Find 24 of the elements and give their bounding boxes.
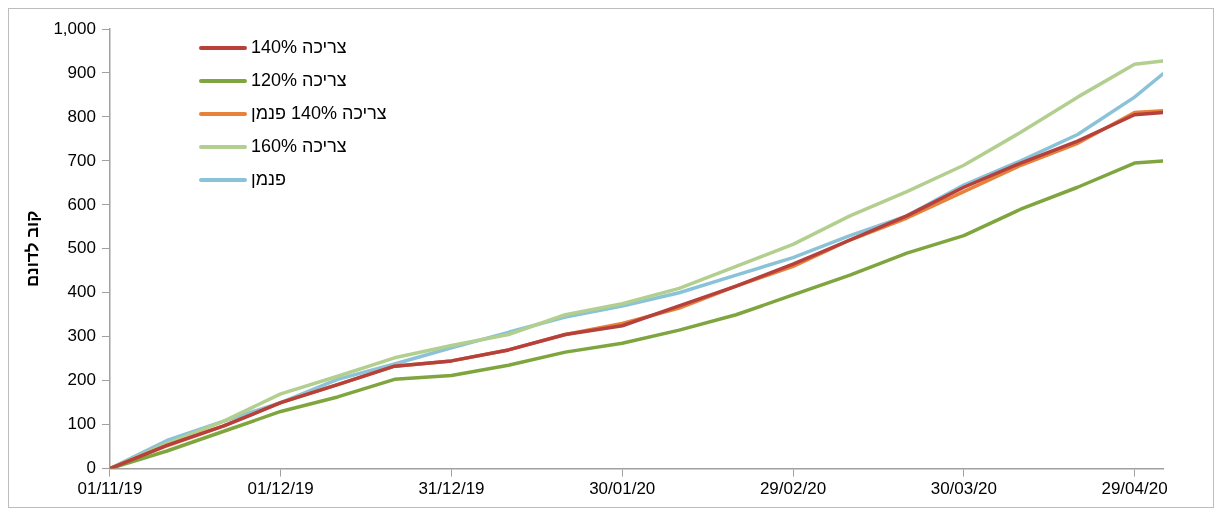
legend-label: צריכה 120%	[251, 70, 347, 91]
legend-label: צריכה 140% פנמן	[251, 103, 387, 124]
x-tick-label: 01/12/19	[247, 479, 314, 499]
y-tick-label: 0	[86, 458, 96, 478]
x-tick-label: 30/03/20	[930, 479, 997, 499]
x-tick-label: 30/01/20	[589, 479, 656, 499]
y-axis-title: קוב לדונם	[22, 210, 42, 287]
x-tick-label: 31/12/19	[418, 479, 485, 499]
y-tick-label: 1,000	[53, 18, 96, 38]
y-tick-label: 800	[67, 106, 96, 126]
legend-label: צריכה 160%	[251, 136, 347, 157]
y-tick-label: 700	[67, 150, 96, 170]
y-tick-label: 500	[67, 238, 96, 258]
y-tick-label: 300	[67, 326, 96, 346]
y-tick-label: 600	[67, 194, 96, 214]
y-tick-label: 400	[67, 282, 96, 302]
y-tick-label: 900	[67, 62, 96, 82]
legend-label: צריכה 140%	[251, 37, 347, 58]
x-tick-label: 01/11/19	[77, 479, 143, 499]
legend-label: פנמן	[251, 169, 287, 190]
x-tick-label: 29/04/20	[1101, 479, 1168, 499]
x-tick-label: 29/02/20	[759, 479, 827, 499]
y-tick-label: 100	[67, 414, 96, 434]
y-tick-label: 200	[67, 370, 96, 390]
